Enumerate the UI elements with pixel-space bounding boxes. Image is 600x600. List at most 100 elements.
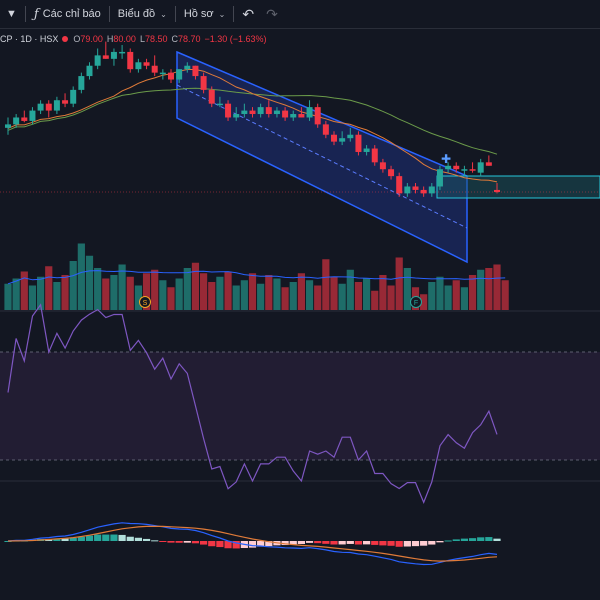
candle	[404, 183, 411, 197]
macd-histogram-bar	[485, 537, 493, 541]
symbol-label[interactable]: CP · 1D · HSX	[0, 34, 59, 44]
high-key: H	[106, 34, 114, 44]
volume-bar	[102, 278, 110, 310]
macd-histogram-bar	[94, 534, 102, 541]
candle	[78, 72, 85, 94]
candle	[396, 172, 403, 197]
status-dot-icon	[62, 36, 69, 42]
range-box[interactable]	[436, 175, 600, 199]
split-marker[interactable]: S	[139, 296, 151, 308]
candle	[62, 93, 69, 108]
rsi-band	[0, 352, 600, 460]
candle	[379, 158, 386, 173]
chevron-down-icon: ⌄	[160, 9, 167, 19]
candle	[363, 145, 370, 156]
macd-histogram-bar	[403, 541, 411, 547]
macd-histogram-bar	[346, 541, 354, 544]
volume-bar	[485, 268, 493, 310]
volume-bar	[216, 276, 224, 310]
volume-bar	[395, 257, 403, 310]
volume-bar	[200, 273, 208, 310]
volume-bar	[167, 287, 175, 310]
candle	[461, 165, 468, 177]
macd-histogram-bar	[126, 536, 134, 541]
volume-bar	[134, 285, 142, 310]
close-value: 78.70	[177, 34, 201, 44]
candle	[355, 131, 362, 156]
ma-short-line	[7, 69, 498, 183]
macd-histogram-bar	[363, 541, 371, 545]
volume-bar	[493, 264, 501, 310]
macd-histogram-bar	[61, 538, 69, 541]
candle	[282, 107, 289, 121]
volume-bar	[346, 269, 354, 310]
candle	[225, 100, 232, 121]
volume-bar	[232, 285, 240, 310]
volume-bar	[501, 280, 509, 310]
macd-histogram-bar	[460, 538, 468, 541]
volume-bar	[77, 243, 85, 310]
macd-histogram-bar	[142, 538, 151, 541]
change-value: −1.30 (−1.63%)	[204, 34, 267, 44]
candle	[331, 131, 337, 146]
volume-bar	[240, 280, 248, 310]
macd-signal-line	[7, 525, 498, 562]
macd-histogram-bar	[167, 541, 175, 543]
candle	[233, 107, 240, 121]
candle	[477, 158, 484, 177]
macd-histogram-bar	[224, 541, 232, 549]
macd-histogram-bar	[338, 541, 346, 545]
split-marker-label: S	[143, 300, 148, 307]
macd-histogram-bar	[159, 541, 167, 542]
volume-bar	[468, 275, 477, 310]
candle	[159, 69, 166, 80]
financial-marker[interactable]: F	[410, 296, 422, 308]
macd-histogram-bar	[371, 541, 379, 545]
redo-button[interactable]: ↷	[266, 5, 278, 22]
candle	[192, 65, 199, 80]
volume-bar	[428, 282, 436, 310]
macd-histogram-bar	[53, 538, 61, 541]
candle	[290, 110, 297, 121]
macd-histogram-bar	[420, 541, 428, 546]
volume-bar	[297, 273, 305, 310]
volume-bar	[224, 271, 232, 310]
toolbar-divider	[108, 6, 110, 22]
candle	[485, 155, 492, 166]
macd-histogram-bar	[200, 541, 208, 545]
chart-type-label: Biểu đồ	[117, 8, 156, 20]
volume-bar	[61, 275, 69, 310]
macd-histogram-bar	[4, 541, 12, 542]
macd-histogram-bar	[477, 537, 485, 541]
volume-bar	[460, 287, 468, 310]
candle	[322, 120, 329, 139]
candle	[37, 100, 44, 115]
volume-bar	[69, 261, 77, 310]
macd-histogram-bar	[322, 541, 330, 544]
low-value: 78.50	[144, 34, 168, 44]
symbol-menu[interactable]: ▼	[6, 8, 17, 20]
volume-bar	[289, 282, 297, 310]
macd-histogram-bar	[387, 541, 395, 546]
candle	[339, 131, 346, 146]
candle	[453, 162, 460, 173]
volume-bar	[248, 273, 257, 310]
crosshair-marker-icon[interactable]: ✚	[441, 152, 451, 166]
undo-button[interactable]: ↶	[242, 5, 255, 22]
candle	[420, 186, 427, 197]
volume-bar	[330, 276, 338, 310]
candle	[21, 110, 28, 123]
macd-histogram-bar	[281, 541, 289, 546]
candle	[45, 100, 52, 118]
chart-type-button[interactable]: Biểu đồ ⌄	[112, 0, 173, 28]
macd-histogram-bar	[175, 541, 183, 543]
candle	[184, 62, 191, 73]
candle	[273, 107, 280, 118]
macd-histogram-bar	[69, 537, 77, 541]
indicators-button[interactable]: ƒ Các chỉ báo	[28, 0, 107, 28]
profile-button[interactable]: Hồ sơ ⌄	[178, 0, 232, 28]
volume-bar	[118, 264, 126, 310]
candle	[127, 48, 134, 73]
chevron-down-icon: ⌄	[218, 9, 226, 19]
